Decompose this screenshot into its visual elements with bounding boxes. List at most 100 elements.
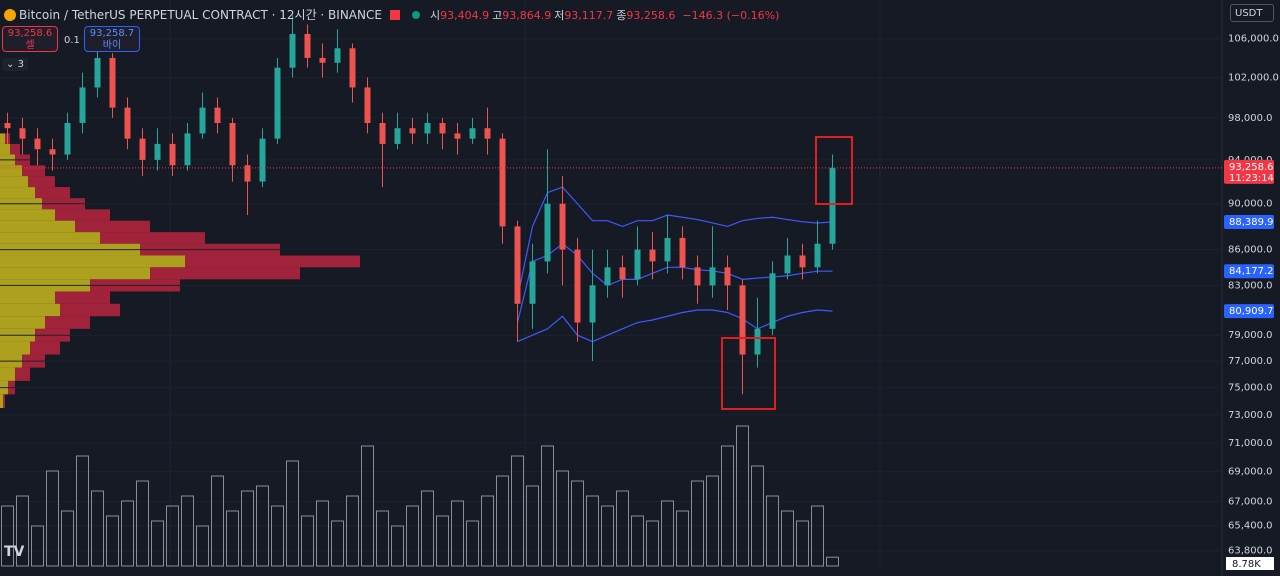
volume-bar (31, 525, 44, 567)
candle-body (754, 328, 761, 355)
volume-bar (376, 510, 389, 567)
ohlc-key: 고 (492, 9, 503, 22)
volume-bar (151, 520, 164, 567)
volume-bar (121, 500, 134, 567)
volume-bar (436, 515, 449, 567)
candle-body (214, 107, 221, 124)
y-tick-label: 73,000.0 (1228, 410, 1273, 421)
sell-price: 93,258.6 (7, 28, 53, 39)
logo: TV (4, 544, 25, 560)
candle-body (424, 123, 431, 134)
profile-buy (0, 367, 15, 381)
volume-bar (781, 510, 794, 567)
profile-buy (0, 133, 5, 144)
volume-bar (766, 495, 779, 567)
profile-sell (35, 187, 70, 199)
y-tick-label: 90,000.0 (1228, 199, 1273, 210)
candle-body (799, 255, 806, 268)
profile-sell (55, 209, 110, 221)
volume-bar (361, 445, 374, 567)
candle-body (709, 267, 716, 286)
volume-tag (1226, 557, 1274, 570)
y-tick-label: 106,000.0 (1228, 34, 1279, 45)
candle-body (559, 203, 566, 250)
candle-body (739, 285, 746, 355)
current-price-label: 93,258.6 (1229, 162, 1274, 173)
volume-bar (706, 475, 719, 567)
volume-bar (451, 500, 464, 567)
profile-buy (0, 209, 55, 221)
currency-select[interactable]: USDT (1230, 4, 1274, 22)
volume-bar (571, 480, 584, 567)
candle-body (829, 167, 836, 244)
candle-body (364, 87, 371, 124)
candle-body (649, 249, 656, 262)
profile-buy (0, 267, 150, 280)
profile-sell (28, 176, 55, 188)
volume-bar (421, 490, 434, 567)
volume-bar (691, 480, 704, 567)
profile-sell (75, 220, 150, 233)
volume-bar (526, 485, 539, 567)
band-line (517, 309, 833, 343)
volume-bar (646, 520, 659, 567)
volume-bar (331, 520, 344, 567)
volume-bar (181, 495, 194, 567)
volume-bar (301, 515, 314, 567)
candle-body (814, 243, 821, 268)
buy-label: 바이 (102, 40, 122, 51)
y-tick-label: 86,000.0 (1228, 245, 1273, 256)
volume-label: 8.78K (1232, 559, 1261, 570)
volume-bar (826, 556, 839, 567)
volume-bar (541, 445, 554, 567)
volume-bar (391, 525, 404, 567)
candle-body (184, 133, 191, 166)
candle-body (469, 128, 476, 139)
indicator-toggle[interactable]: ⌄ 3 (2, 58, 28, 71)
volume-bar (586, 495, 599, 567)
profile-buy (0, 143, 10, 155)
volume-bar (676, 510, 689, 567)
ohlc-key: 저 (554, 9, 565, 22)
profile-buy (0, 176, 28, 188)
candle-body (664, 237, 671, 262)
volume-bar (211, 475, 224, 567)
candle-body (724, 267, 731, 286)
quantity[interactable]: 0.1 (64, 35, 80, 46)
volume-bar (721, 445, 734, 567)
volume-bar (616, 490, 629, 567)
volume-bar (256, 485, 269, 567)
volume-bar (346, 495, 359, 567)
band-line (516, 242, 833, 323)
volume-bar (796, 520, 809, 567)
candle-body (394, 128, 401, 144)
candle-body (334, 48, 341, 63)
volume-bar (91, 490, 104, 567)
candle-body (409, 128, 416, 134)
profile-sell (100, 232, 205, 244)
y-tick-label: 67,000.0 (1228, 496, 1273, 507)
candle-body (529, 261, 536, 304)
profile-sell (60, 303, 120, 317)
candle-body (109, 57, 116, 108)
profile-sell (55, 291, 110, 304)
symbol: Bitcoin / TetherUS PERPETUAL CONTRACT · … (19, 8, 382, 22)
volume-bar (136, 480, 149, 567)
volume-bar (466, 520, 479, 567)
candle-body (574, 249, 581, 323)
sell-label: 셀 (25, 40, 35, 51)
y-tick-label: 69,000.0 (1228, 467, 1273, 478)
volume-bar (286, 460, 299, 567)
sell-button[interactable]: 93,258.6 셀 (2, 26, 58, 52)
profile-sell (10, 143, 20, 155)
volume-bar (406, 505, 419, 567)
candle-body (304, 33, 311, 58)
profile-buy (0, 341, 30, 355)
candle-body (319, 57, 326, 63)
y-tick-label: 77,000.0 (1228, 356, 1273, 367)
volume-bar (751, 465, 764, 567)
buy-button[interactable]: 93,258.7 바이 (84, 26, 140, 52)
candle-body (439, 123, 446, 134)
candle-body (499, 138, 506, 227)
